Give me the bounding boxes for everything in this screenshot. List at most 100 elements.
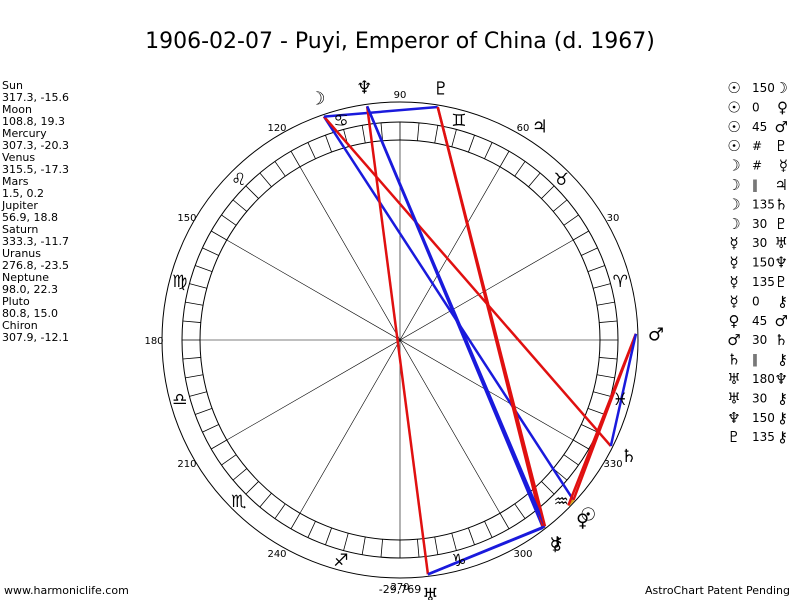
ring-tick [581,424,598,433]
ring-tick [587,408,605,415]
ring-tick [380,539,383,558]
planet-coords: 56.9, 18.8 [2,211,58,224]
aspect-planet: ♄ [775,195,788,213]
ring-tick [259,172,272,188]
ring-tick [202,424,219,433]
wheel-labels: 90 60 30 330 300 270 240 210 180 150 120 ♈ ♉ ♊ ♋ ♌ ♍ ♎ ♏ ♐ ♑… [144,77,664,600]
ring-tick [221,454,237,466]
ring-tick [573,439,589,450]
aspect-planet: ☿ [779,157,788,175]
wheel [161,101,639,579]
aspect-planet: ⚷ [777,292,788,310]
ring-tick [596,374,615,379]
aspect-type: 30 [752,391,767,405]
aspect-planet: ☽ [727,195,740,213]
planet-coords: 315.5, -17.3 [2,163,69,176]
ring-tick [541,481,555,495]
aspect-type: ‖ [752,178,758,192]
planet-name: Sun [2,79,23,92]
ring-tick [182,320,201,323]
ring-tick [195,408,213,415]
aspect-planet: ☽ [727,215,740,233]
ring-tick [232,468,248,481]
ring-tick [307,521,316,538]
ring-tick [189,391,207,397]
aspect-planet: ♆ [775,370,788,388]
ring-tick [514,503,526,519]
aspect-planet: ☿ [729,273,738,291]
ring-tick [185,301,204,306]
ring-tick [202,247,219,256]
aspect-planet: ☉ [727,79,740,97]
aspect-planet: ♅ [727,389,740,407]
sign-glyph: ♐ [333,551,348,571]
aspect-planet: ♇ [775,215,788,233]
ring-tick [451,129,457,147]
sign-glyph: ♌ [231,170,246,190]
aspect-type: 135 [752,197,775,211]
aspect-line [322,115,575,501]
aspect-type: 45 [752,314,767,328]
aspect-type: 45 [752,120,767,134]
ring-tick [599,357,618,360]
aspect-planet: ⚷ [777,389,788,407]
planet-glyph: ♂ [648,324,664,345]
ring-tick [514,161,526,177]
aspect-type: 30 [752,236,767,250]
ring-tick [307,142,316,159]
aspect-planet: ♄ [727,351,740,369]
aspect-planet: ♀ [777,98,788,116]
planet-coords: 108.8, 19.3 [2,115,65,128]
aspect-planet: ☉ [727,98,740,116]
aspect-line [323,105,438,118]
aspect-planet: ☽ [727,176,740,194]
bottom-value: -29,769 [379,583,421,596]
ring-tick [499,151,510,167]
ring-tick [343,533,349,551]
planet-glyph: ♃ [532,117,548,138]
ring-tick [361,536,366,555]
planet-name: Moon [2,103,32,116]
aspect-type: 0 [752,294,760,308]
ring-tick [573,230,589,241]
aspect-type: # [752,159,762,173]
ring-tick [232,199,248,212]
aspect-planet: ⚷ [777,409,788,427]
aspect-line [567,333,638,506]
aspect-line [323,115,612,447]
sign-glyph: ♎ [172,390,187,410]
degree-label: 120 [267,123,286,134]
degree-label: 210 [177,459,196,470]
aspect-line [436,106,547,527]
ring-tick [211,230,227,241]
planet-name: Neptune [2,271,49,284]
aspect-planet: ♄ [775,331,788,349]
planet-name: Mercury [2,127,47,140]
aspect-line [427,525,546,576]
sign-glyph: ♑ [451,551,466,571]
aspect-type: 30 [752,217,767,231]
sign-glyph: ♏ [231,492,246,512]
ring-tick [221,214,237,226]
planet-glyph: ♇ [433,78,449,99]
aspect-type: 0 [752,100,760,114]
ring-tick [434,125,439,144]
aspect-planet: ♅ [775,234,788,252]
aspect-planet: ♂ [775,312,788,330]
ring-tick [599,320,618,323]
aspect-type: 30 [752,333,767,347]
planet-coords: 333.3, -11.7 [2,235,69,248]
planet-name: Pluto [2,295,30,308]
sign-glyph: ♒ [554,492,569,512]
degree-label: 270 [390,582,409,593]
ring-tick [593,283,611,289]
ring-tick [593,391,611,397]
aspect-planet: ♇ [775,273,788,291]
ring-tick [434,536,439,555]
aspect-planet: ♆ [775,254,788,272]
ring-tick [596,301,615,306]
ring-tick [274,161,286,177]
ring-tick [325,527,332,545]
aspect-planet: ♃ [775,176,788,194]
ring-tick [182,357,201,360]
